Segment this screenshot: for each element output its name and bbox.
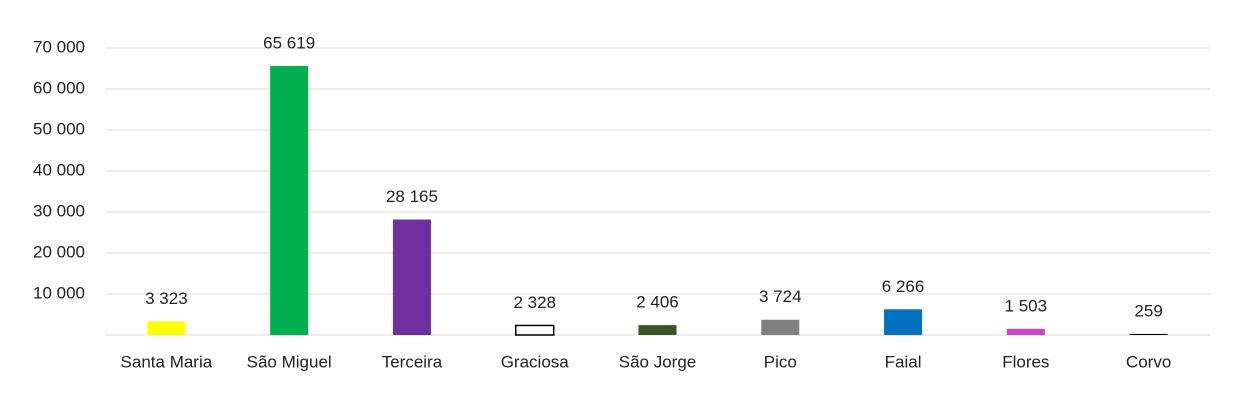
x-tick-label: Terceira <box>382 352 443 371</box>
x-tick-label: São Miguel <box>247 352 332 371</box>
bar <box>1006 328 1045 335</box>
x-tick-label: São Jorge <box>619 352 697 371</box>
bar <box>1129 333 1168 335</box>
x-tick-label: Corvo <box>1126 352 1171 371</box>
y-tick-label: 30 000 <box>33 201 85 220</box>
x-tick-label: Santa Maria <box>121 352 213 371</box>
x-tick-label: Pico <box>764 352 797 371</box>
value-label: 3 724 <box>759 287 802 306</box>
bar <box>884 309 923 335</box>
y-tick-label: 20 000 <box>33 242 85 261</box>
value-label: 3 323 <box>145 289 188 308</box>
value-label: 65 619 <box>263 33 315 52</box>
bar <box>392 219 431 335</box>
x-tick-label: Graciosa <box>501 352 570 371</box>
x-tick-label: Faial <box>885 352 922 371</box>
bar <box>638 325 677 335</box>
bar <box>270 65 309 335</box>
value-label: 259 <box>1134 301 1162 320</box>
y-tick-label: 70 000 <box>33 37 85 56</box>
value-label: 1 503 <box>1005 296 1048 315</box>
value-label: 28 165 <box>386 187 438 206</box>
bar <box>147 321 186 335</box>
value-label: 6 266 <box>882 277 925 296</box>
x-tick-label: Flores <box>1002 352 1049 371</box>
bar <box>761 319 800 335</box>
y-tick-label: 10 000 <box>33 283 85 302</box>
value-label: 2 328 <box>513 293 556 312</box>
y-tick-label: 60 000 <box>33 78 85 97</box>
y-tick-label: 40 000 <box>33 160 85 179</box>
bar <box>514 324 555 336</box>
y-tick-label: 50 000 <box>33 119 85 138</box>
value-label: 2 406 <box>636 293 679 312</box>
